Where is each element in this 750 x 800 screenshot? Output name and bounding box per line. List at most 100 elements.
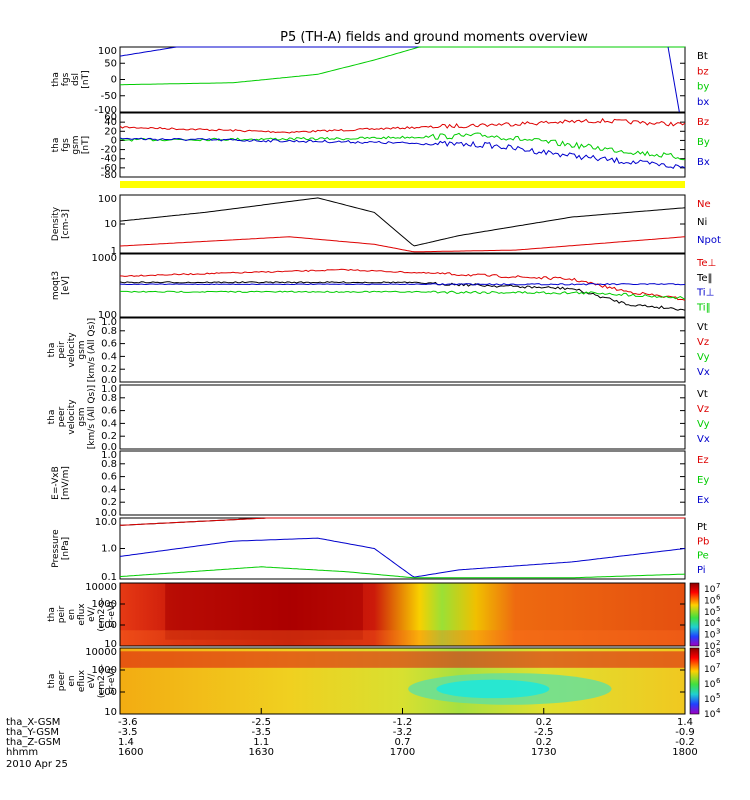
ephemeris-value: -3.6 [118,717,138,728]
ephemeris-value: -0.9 [675,727,695,738]
trace-bx-spike [667,46,680,113]
y-tick-label: -20 [101,145,117,156]
y-axis-label: moqt3 [51,271,61,300]
colorbar [689,647,700,715]
legend-entry: Pe [697,551,709,562]
y-axis-label: eflux [77,603,87,626]
ephemeris-value: -3.5 [251,727,271,738]
colorbar-label: 10 [704,695,716,705]
y-axis-label: [cm-3] [61,209,71,239]
ephemeris-value: 1.4 [677,717,693,728]
ephemeris-value: 1.4 [118,737,134,748]
trace-by [119,132,685,161]
ephemeris-label: hhmm [6,747,38,758]
trace-ti-par [120,290,686,300]
y-tick-label: 100 [98,310,117,321]
y-tick-label: 0 [111,75,117,86]
y-tick-label: 10 [104,639,117,650]
panel-efield: 1.00.8 0.60.4 0.20.0 E=-VxB [mV/m] Ez Ey Ex [51,450,709,519]
ephemeris-value: -2.5 [534,727,554,738]
trace-pe [119,566,686,579]
y-axis-label: velocity [67,332,77,368]
colorbar-exponent: 6 [716,677,721,685]
y-tick-label: 1.0 [101,544,117,555]
y-tick-label: 1.0 [101,384,117,395]
y-tick-label: 0.8 [101,326,117,337]
ephemeris-value: 0.2 [536,737,552,748]
legend-entry: Pb [697,536,709,547]
legend-entry: Vy [697,419,710,430]
legend-entry: Bt [697,51,708,62]
trace-bx [119,137,686,169]
y-tick-label: 0.6 [101,406,117,417]
y-tick-label: 50 [104,58,117,69]
y-tick-label: 1000 [92,253,117,264]
panel-frame [119,450,686,516]
legend-entry: Pi [697,565,706,576]
colorbar-label: 10 [704,608,716,618]
y-tick-label: 0.6 [101,472,117,483]
colorbar-label: 10 [704,596,716,606]
legend-entry: bz [697,66,709,77]
legend-entry: Ti⊥ [696,288,714,299]
ephemeris-value: 1730 [531,747,556,758]
legend-entry: Ex [697,495,709,506]
legend-entry: Ey [697,475,709,486]
ephemeris-value: -1.2 [393,717,413,728]
y-axis-label: gsm [77,340,87,359]
legend-entry: Vt [697,389,708,400]
y-axis-label: dsl [71,73,81,86]
y-axis-label: tha [51,72,61,87]
panel-peer-vel: 1.00.8 0.60.4 0.20.0 tha peer velocity gsm [km/… [47,384,710,453]
colorbar [689,582,700,647]
panel-density: 100 10 1 Density [cm-3] Ne Ni Npot [51,194,721,257]
trace-ti-perp [119,283,686,286]
trace-te-perp [119,268,686,301]
plot-title: P5 (TH-A) fields and ground moments over… [280,30,588,45]
legend-entry: Bx [697,157,710,168]
y-tick-label: 10000 [85,582,117,593]
y-tick-label: 0.2 [101,431,117,442]
y-axis-label: gsm [71,135,81,154]
y-axis-label: en [67,609,77,620]
legend-entry: Vt [697,322,708,333]
y-axis-label: eflux [77,669,87,692]
panel-frame [119,253,686,318]
ephemeris-label: tha_Z-GSM [6,737,61,748]
legend-entry: Ni [697,217,707,228]
colorbar-exponent: 4 [716,616,721,624]
y-axis-label: [mV/m] [61,466,71,500]
ephemeris-value: 0.7 [395,737,411,748]
trace-pi [119,537,686,578]
y-axis-label: Density [51,206,61,241]
y-tick-label: 10 [104,219,117,230]
y-axis-label: tha [47,607,57,622]
legend-entry: By [697,137,710,148]
y-axis-label: sr-eV) [107,601,117,627]
y-tick-label: -60 [101,163,117,174]
y-tick-label: 0.1 [101,572,117,583]
panel-frame [119,317,686,383]
panel-peir-vel: 1.00.8 0.60.4 0.20.0 tha peir velocity gsm [km/… [47,317,710,386]
colorbar-exponent: 4 [716,707,721,715]
colorbar-exponent: 5 [716,692,720,700]
ephemeris-value: 1.1 [253,737,269,748]
panel-frame [119,582,686,647]
legend-entry: Vz [697,404,709,415]
y-axis-label: tha [51,138,61,153]
ephemeris-value: -2.5 [251,717,271,728]
panel-frame [119,46,686,113]
legend-entry: Pt [697,522,707,533]
y-axis-label: fgs [61,138,71,152]
y-tick-label: -40 [101,154,117,165]
y-tick-label: 100 [98,194,117,205]
panel-frame [119,384,686,450]
trace-by [120,46,685,86]
panel-frame [119,112,686,178]
y-axis-label: sr-eV) [107,668,117,694]
y-axis-label: [nPa] [61,537,71,560]
panel-pressure: 10.0 1.0 0.1 Pressure [nPa] Pt Pb Pe Pi [51,517,709,583]
